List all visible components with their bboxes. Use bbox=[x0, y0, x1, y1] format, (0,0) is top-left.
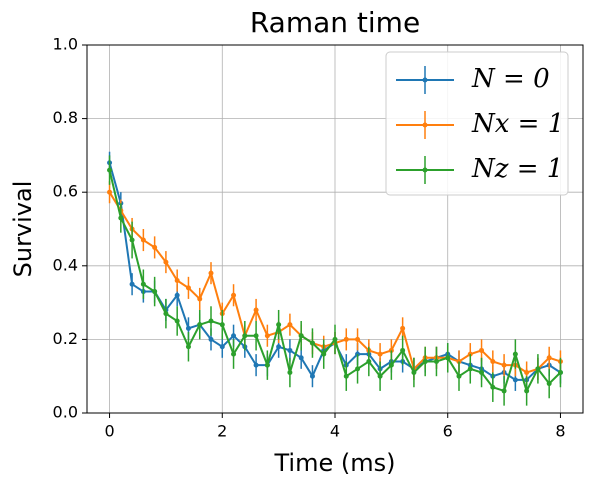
marker bbox=[197, 322, 203, 328]
legend-label: Nx = 1 bbox=[471, 109, 564, 139]
marker bbox=[174, 278, 180, 284]
marker bbox=[298, 355, 304, 361]
x-tick-label: 4 bbox=[330, 422, 340, 441]
marker bbox=[512, 377, 518, 383]
marker bbox=[276, 322, 282, 328]
marker bbox=[557, 370, 563, 376]
marker bbox=[174, 292, 180, 298]
marker bbox=[140, 237, 146, 243]
marker bbox=[242, 333, 248, 339]
legend-marker bbox=[422, 167, 428, 173]
marker bbox=[174, 318, 180, 324]
marker bbox=[231, 351, 237, 357]
marker bbox=[546, 355, 552, 361]
legend-label: Nz = 1 bbox=[471, 154, 563, 184]
marker bbox=[343, 373, 349, 379]
marker bbox=[219, 344, 225, 350]
marker bbox=[445, 355, 451, 361]
marker bbox=[377, 373, 383, 379]
marker bbox=[231, 333, 237, 339]
marker bbox=[287, 322, 293, 328]
marker bbox=[355, 366, 361, 372]
marker bbox=[253, 362, 259, 368]
marker bbox=[253, 307, 259, 313]
marker bbox=[129, 281, 135, 287]
marker bbox=[197, 296, 203, 302]
marker bbox=[298, 333, 304, 339]
marker bbox=[219, 322, 225, 328]
x-axis-label: Time (ms) bbox=[274, 449, 396, 477]
x-tick-label: 2 bbox=[217, 422, 227, 441]
marker bbox=[501, 388, 507, 394]
legend-box bbox=[385, 51, 569, 196]
marker bbox=[309, 373, 315, 379]
plot-frame bbox=[86, 44, 584, 414]
legend-marker bbox=[422, 122, 428, 128]
marker bbox=[129, 237, 135, 243]
marker bbox=[512, 351, 518, 357]
marker bbox=[433, 358, 439, 364]
marker bbox=[231, 292, 237, 298]
marker bbox=[185, 325, 191, 331]
marker bbox=[524, 370, 530, 376]
marker bbox=[264, 362, 270, 368]
marker bbox=[107, 167, 113, 173]
marker bbox=[422, 358, 428, 364]
marker bbox=[501, 362, 507, 368]
marker bbox=[467, 366, 473, 372]
y-tick-label: 1.0 bbox=[53, 35, 78, 54]
marker bbox=[490, 384, 496, 390]
marker bbox=[264, 333, 270, 339]
marker bbox=[107, 189, 113, 195]
marker bbox=[309, 340, 315, 346]
marker bbox=[152, 244, 158, 250]
marker bbox=[287, 347, 293, 353]
legend-label: N = 0 bbox=[471, 64, 550, 94]
marker bbox=[185, 285, 191, 291]
chart-title: Raman time bbox=[250, 6, 420, 39]
marker bbox=[546, 381, 552, 387]
marker bbox=[366, 358, 372, 364]
marker bbox=[253, 333, 259, 339]
marker bbox=[400, 325, 406, 331]
y-axis-label: Survival bbox=[9, 181, 37, 278]
y-tick-label: 0.6 bbox=[53, 182, 78, 201]
marker bbox=[152, 289, 158, 295]
y-tick-label: 0.8 bbox=[53, 108, 78, 127]
marker bbox=[524, 388, 530, 394]
marker bbox=[388, 362, 394, 368]
marker bbox=[140, 281, 146, 287]
marker bbox=[321, 351, 327, 357]
marker bbox=[343, 336, 349, 342]
marker bbox=[490, 358, 496, 364]
x-tick-label: 8 bbox=[555, 422, 565, 441]
legend-marker bbox=[422, 77, 428, 83]
marker bbox=[456, 373, 462, 379]
marker bbox=[163, 311, 169, 317]
marker bbox=[411, 370, 417, 376]
marker bbox=[208, 270, 214, 276]
marker bbox=[276, 344, 282, 350]
marker bbox=[400, 347, 406, 353]
marker bbox=[163, 259, 169, 265]
y-tick-label: 0.0 bbox=[53, 403, 78, 422]
marker bbox=[479, 370, 485, 376]
marker bbox=[355, 336, 361, 342]
x-tick-label: 0 bbox=[104, 422, 114, 441]
marker bbox=[185, 344, 191, 350]
marker bbox=[287, 370, 293, 376]
marker bbox=[332, 336, 338, 342]
x-tick-label: 6 bbox=[443, 422, 453, 441]
y-tick-label: 0.2 bbox=[53, 329, 78, 348]
marker bbox=[377, 351, 383, 357]
marker bbox=[208, 336, 214, 342]
marker bbox=[208, 318, 214, 324]
marker bbox=[535, 366, 541, 372]
marker bbox=[479, 347, 485, 353]
y-tick-label: 0.4 bbox=[53, 255, 78, 274]
marker bbox=[118, 215, 124, 221]
